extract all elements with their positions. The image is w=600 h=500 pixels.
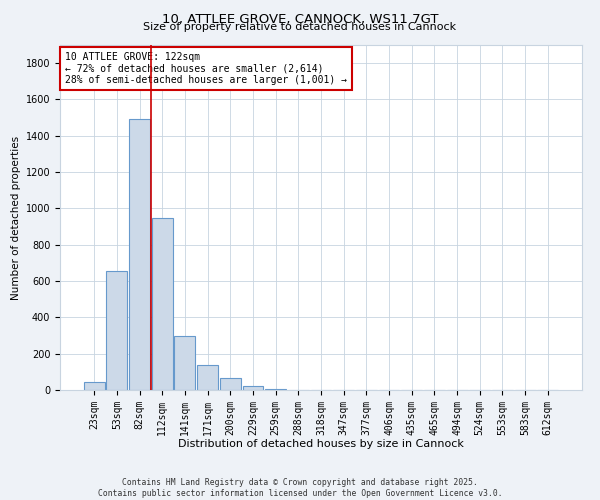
Bar [175, 336, 196, 390]
Text: Size of property relative to detached houses in Cannock: Size of property relative to detached ho… [143, 22, 457, 32]
X-axis label: Distribution of detached houses by size in Cannock: Distribution of detached houses by size … [178, 439, 464, 449]
Bar [152, 218, 173, 390]
Y-axis label: Number of detached properties: Number of detached properties [11, 136, 22, 300]
Bar [220, 378, 241, 390]
Bar [265, 389, 286, 390]
Text: Contains HM Land Registry data © Crown copyright and database right 2025.
Contai: Contains HM Land Registry data © Crown c… [98, 478, 502, 498]
Text: 10 ATTLEE GROVE: 122sqm
← 72% of detached houses are smaller (2,614)
28% of semi: 10 ATTLEE GROVE: 122sqm ← 72% of detache… [65, 52, 347, 85]
Bar [242, 386, 263, 390]
Bar [197, 366, 218, 390]
Bar [84, 382, 104, 390]
Bar [106, 271, 127, 390]
Bar [129, 120, 150, 390]
Text: 10, ATTLEE GROVE, CANNOCK, WS11 7GT: 10, ATTLEE GROVE, CANNOCK, WS11 7GT [162, 12, 438, 26]
